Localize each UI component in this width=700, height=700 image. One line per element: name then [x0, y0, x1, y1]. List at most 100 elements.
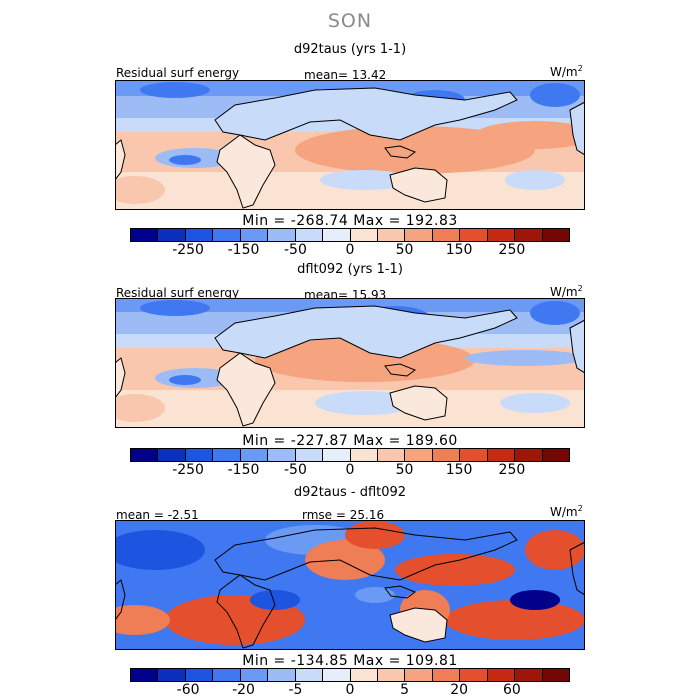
panel-2-left-label: Residual surf energy: [116, 286, 240, 300]
colorbar-tick-label: -60: [176, 682, 200, 698]
continent-america: [569, 101, 585, 156]
colorbar-swatch: [295, 669, 324, 681]
islands-indonesia: [384, 585, 417, 599]
panel-3-ticks: -60 -20 -5 0 5 20 60: [130, 682, 570, 698]
colorbar-swatch: [405, 449, 433, 461]
colorbar-swatch: [350, 669, 378, 681]
colorbar-swatch: [487, 669, 516, 681]
panel-3-unit: W/m2: [550, 504, 583, 519]
colorbar-swatch: [377, 449, 406, 461]
field-blob: [475, 121, 585, 149]
season-title: SON: [327, 10, 373, 32]
colorbar-tick-label: 250: [498, 462, 526, 478]
colorbar-tick-label: 0: [345, 242, 355, 258]
colorbar-tick-label: -50: [284, 462, 307, 478]
field-blob: [525, 530, 585, 570]
colorbar-swatch: [432, 669, 461, 681]
field-blob: [250, 590, 300, 610]
colorbar-swatch: [158, 229, 186, 241]
panel-3-left-label: mean = -2.51: [116, 508, 199, 522]
colorbar-swatch: [295, 449, 324, 461]
colorbar-swatch: [542, 669, 569, 681]
field-blob: [500, 393, 570, 413]
colorbar-swatch: [268, 449, 296, 461]
field-blob: [140, 82, 210, 98]
continent-africa: [216, 134, 276, 209]
islands-indonesia: [384, 145, 417, 159]
colorbar-swatch: [350, 449, 378, 461]
colorbar-swatch: [432, 449, 461, 461]
colorbar-tick-label: 0: [345, 682, 355, 698]
colorbar-swatch: [213, 669, 241, 681]
colorbar-tick-label: 5: [400, 682, 410, 698]
islands-indonesia: [384, 363, 417, 377]
continent-america: [569, 541, 585, 596]
continent-south-america: [115, 139, 126, 181]
colorbar-swatch: [323, 229, 351, 241]
panel-1-map: [115, 80, 585, 210]
field-blob: [115, 530, 205, 570]
colorbar-swatch: [158, 449, 186, 461]
colorbar-tick-label: 50: [395, 242, 414, 258]
panel-1-unit: W/m2: [550, 64, 583, 79]
panel-1-mean-label: mean= 13.42: [304, 68, 387, 82]
colorbar-tick-label: 150: [445, 242, 473, 258]
continent-america: [569, 319, 585, 374]
colorbar-swatch: [295, 229, 324, 241]
colorbar-swatch: [515, 669, 543, 681]
panel-2-colorbar: [130, 448, 570, 462]
continent-eurasia: [214, 305, 518, 359]
continent-south-america: [115, 579, 126, 621]
panel-2-minmax: Min = -227.87 Max = 189.60: [242, 433, 458, 449]
panel-1-colorbar: [130, 228, 570, 242]
colorbar-swatch: [460, 229, 488, 241]
continent-eurasia: [214, 87, 518, 141]
continent-south-america: [115, 357, 126, 399]
field-blob: [115, 394, 165, 422]
colorbar-tick-label: -50: [284, 242, 307, 258]
field-blob: [395, 554, 515, 586]
field-blob: [295, 126, 535, 174]
colorbar-tick-label: 20: [450, 682, 469, 698]
field-blob: [345, 521, 405, 549]
colorbar-swatch: [515, 229, 543, 241]
colorbar-tick-label: -5: [288, 682, 303, 698]
colorbar-tick-label: -250: [172, 242, 204, 258]
colorbar-swatch: [131, 669, 159, 681]
field-blob: [115, 176, 165, 204]
continent-africa: [216, 352, 276, 427]
map-frame: [115, 298, 585, 428]
panel-1-ticks: -250 -150 -50 0 50 150 250: [130, 242, 570, 258]
colorbar-tick-label: 60: [502, 682, 521, 698]
colorbar-swatch: [460, 449, 488, 461]
panel-3-colorbar: [130, 668, 570, 682]
field-band: [115, 80, 585, 96]
colorbar-swatch: [240, 449, 269, 461]
colorbar-swatch: [240, 669, 269, 681]
field-blob: [355, 587, 395, 603]
map-frame: [115, 520, 585, 650]
continent-australia: [389, 167, 448, 203]
field-blob: [305, 540, 385, 580]
colorbar-tick-label: 0: [345, 462, 355, 478]
field-band: [115, 298, 585, 312]
colorbar-swatch: [213, 449, 241, 461]
colorbar-swatch: [268, 669, 296, 681]
continent-eurasia: [214, 527, 518, 581]
panel-3-rmse-label: rmse = 25.16: [302, 508, 385, 522]
colorbar-swatch: [377, 229, 406, 241]
colorbar-swatch: [350, 229, 378, 241]
colorbar-swatch: [542, 229, 569, 241]
colorbar-swatch: [377, 669, 406, 681]
colorbar-tick-label: -250: [172, 462, 204, 478]
panel-3-map: [115, 520, 585, 650]
continent-africa: [216, 574, 276, 649]
panel-3-title: d92taus - dflt092: [293, 485, 407, 500]
panel-2-title: dflt092 (yrs 1-1): [297, 262, 403, 277]
colorbar-swatch: [158, 669, 186, 681]
panel-1-left-label: Residual surf energy: [116, 66, 240, 80]
colorbar-swatch: [405, 229, 433, 241]
field-blob: [169, 155, 201, 165]
colorbar-swatch: [487, 229, 516, 241]
field-blob: [320, 170, 410, 190]
